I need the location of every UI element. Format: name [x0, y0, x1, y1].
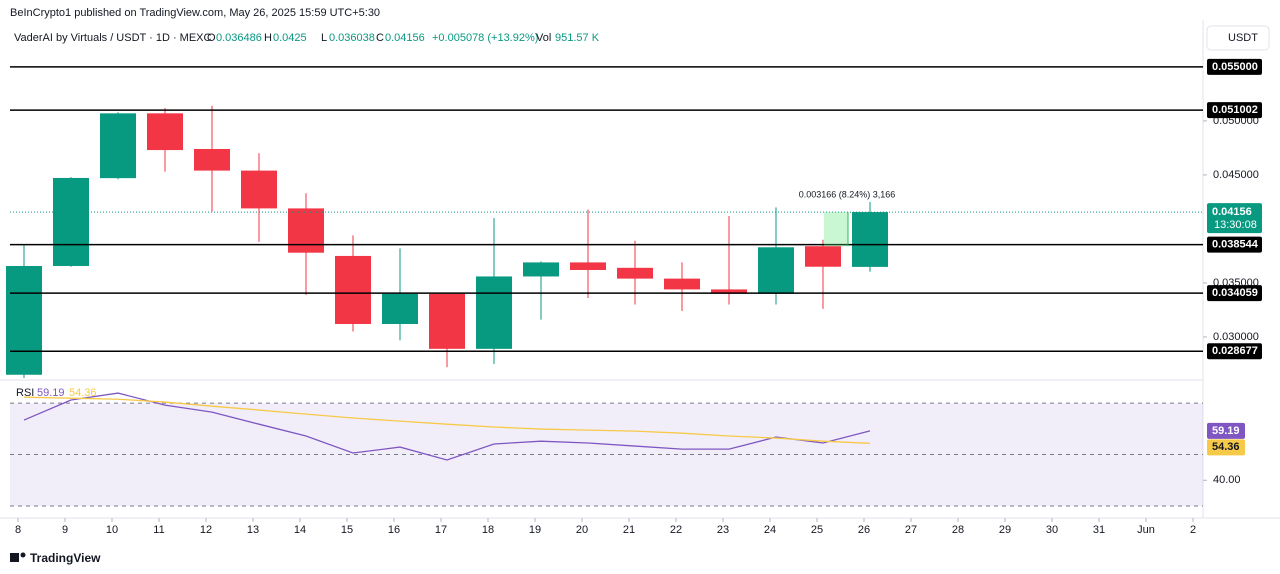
level-label: 0.051002 — [1212, 104, 1258, 116]
rsi-value-bg — [1207, 422, 1245, 439]
low-value: 0.036038 — [329, 32, 375, 44]
candle-body — [429, 293, 465, 349]
x-tick-label: 24 — [764, 524, 776, 536]
candle-body — [100, 113, 136, 179]
candle-body — [53, 177, 89, 266]
x-tick-label: 29 — [999, 524, 1011, 536]
high-label: H — [264, 32, 272, 44]
low-label: L — [321, 32, 327, 44]
x-tick-label: 13 — [247, 524, 259, 536]
rsi-legend-value: 54.36 — [69, 387, 97, 399]
level-label: 0.034059 — [1212, 287, 1258, 299]
candle-body — [6, 265, 42, 375]
y-tick-label: 0.030000 — [1213, 331, 1259, 343]
candle-body — [758, 247, 794, 294]
x-tick-label: 30 — [1046, 524, 1058, 536]
x-tick-label: 28 — [952, 524, 964, 536]
rsi-legend-value: 59.19 — [37, 387, 65, 399]
level-label: 0.028677 — [1212, 345, 1258, 357]
y-tick-label: 0.045000 — [1213, 169, 1259, 181]
rsi-value-bg — [1207, 439, 1245, 456]
countdown: 13:30:08 — [1214, 219, 1257, 231]
measure-box — [824, 212, 848, 247]
currency-label: USDT — [1228, 32, 1258, 44]
candle-body — [288, 208, 324, 253]
candle-body — [711, 289, 747, 294]
level-label-bg — [1207, 102, 1262, 119]
x-tick-label: 18 — [482, 524, 494, 536]
x-tick-label: 10 — [106, 524, 118, 536]
x-tick-label: 15 — [341, 524, 353, 536]
last-price-label: 0.04156 — [1212, 206, 1252, 218]
candle-body — [194, 148, 230, 171]
candle-body — [852, 212, 888, 267]
candle-body — [241, 170, 277, 209]
rsi-value-label: 59.19 — [1212, 425, 1240, 437]
candle-body — [382, 293, 418, 324]
x-tick-label: 2 — [1190, 524, 1196, 536]
measure-label: 0.003166 (8.24%) 3,166 — [799, 189, 896, 199]
last-price-bg — [1207, 203, 1262, 234]
candle-body — [476, 276, 512, 349]
x-tick-label: Jun — [1137, 524, 1155, 536]
x-tick-label: 14 — [294, 524, 306, 536]
x-tick-label: 17 — [435, 524, 447, 536]
open-label: O — [207, 32, 216, 44]
x-tick-label: 25 — [811, 524, 823, 536]
x-tick-label: 19 — [529, 524, 541, 536]
x-tick-label: 16 — [388, 524, 400, 536]
symbol: VaderAI by Virtuals / USDT · 1D · MEXC — [14, 32, 212, 44]
logo — [10, 552, 26, 562]
level-label-bg — [1207, 285, 1262, 302]
candle-body — [570, 262, 606, 270]
level-label-bg — [1207, 58, 1262, 75]
x-tick-label: 22 — [670, 524, 682, 536]
x-tick-label: 11 — [153, 524, 164, 536]
rsi-title: RSI — [16, 387, 34, 399]
candle-body — [523, 262, 559, 277]
close-value: 0.04156 — [385, 32, 425, 44]
publisher: BeInCrypto1 published on TradingView.com… — [10, 7, 380, 19]
high-value: 0.0425 — [273, 32, 307, 44]
x-tick-label: 20 — [576, 524, 588, 536]
level-label-bg — [1207, 343, 1262, 360]
level-label-bg — [1207, 236, 1262, 253]
x-tick-label: 12 — [200, 524, 212, 536]
candle-body — [147, 113, 183, 151]
footer-brand: TradingView — [30, 551, 101, 565]
candle-body — [664, 278, 700, 290]
x-tick-label: 9 — [62, 524, 68, 536]
volume-label: Vol — [536, 32, 551, 44]
x-tick-label: 23 — [717, 524, 729, 536]
candle-body — [335, 255, 371, 324]
volume: 951.57 K — [555, 32, 600, 44]
x-tick-label: 21 — [623, 524, 635, 536]
level-label: 0.055000 — [1212, 61, 1258, 73]
x-tick-label: 8 — [15, 524, 21, 536]
rsi-line — [23, 392, 871, 461]
x-tick-label: 26 — [858, 524, 870, 536]
x-tick-label: 31 — [1093, 524, 1105, 536]
candle-body — [805, 246, 841, 267]
rsi-value-label: 54.36 — [1212, 441, 1240, 453]
close-label: C — [376, 32, 384, 44]
y-tick-label: 40.00 — [1213, 474, 1241, 486]
level-label: 0.038544 — [1212, 239, 1259, 251]
change: +0.005078 (+13.92%) — [432, 32, 538, 44]
candle-body — [617, 267, 653, 279]
rsi-line — [23, 396, 871, 444]
x-tick-label: 27 — [905, 524, 917, 536]
open-value: 0.036486 — [216, 32, 262, 44]
currency-button[interactable] — [1206, 25, 1270, 51]
